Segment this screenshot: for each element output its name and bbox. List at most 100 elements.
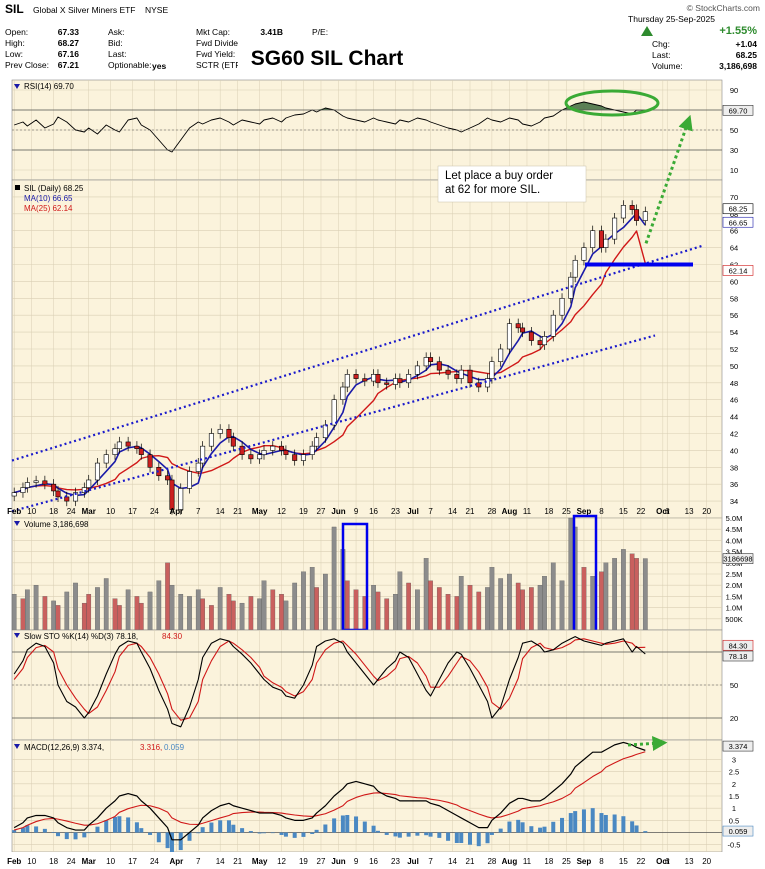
- candle: [147, 454, 153, 468]
- legend-icon: [14, 633, 20, 638]
- macd-histogram-bar: [56, 832, 61, 837]
- volume-bar: [515, 582, 521, 631]
- y-tick-label: 36: [730, 480, 738, 489]
- y-tick-label: 30: [730, 146, 738, 155]
- y-tick-label: 3.5M: [726, 548, 743, 557]
- candle: [620, 205, 626, 219]
- macd-signal-line: [14, 751, 646, 831]
- candle: [445, 369, 451, 375]
- legend-icon: [14, 521, 20, 526]
- macd-histogram-bar: [424, 832, 429, 836]
- candle: [423, 357, 429, 367]
- credit: © StockCharts.com: [687, 3, 760, 13]
- y-tick-label: 42: [730, 430, 738, 439]
- x-tick-label: Sep: [577, 507, 592, 516]
- volume-bar: [86, 594, 92, 631]
- volume-bar: [542, 576, 547, 631]
- x-axis: Feb 10 18 24 Mar 10 17 24 Apr 7 14 21 May 12 19 27 Jun 9 1…: [0, 852, 765, 869]
- macd-histogram-bar: [73, 832, 78, 840]
- macd-histogram-bar: [590, 808, 595, 833]
- candle: [103, 454, 109, 464]
- macd-panel: 3 2.5 2 1.5 1 0.5 -0.5 MACD(12,26,9) 3.374, 3.31…: [11, 735, 754, 855]
- macd-histogram-bar: [507, 821, 512, 833]
- y-tick-label: 50: [730, 362, 738, 371]
- volume-bar: [550, 562, 556, 631]
- candle: [116, 441, 122, 450]
- volume-bar: [642, 558, 648, 631]
- volume-bar: [270, 589, 276, 631]
- candle: [568, 276, 574, 299]
- x-tick-label: 18: [49, 507, 58, 516]
- candle: [340, 386, 346, 400]
- y-tick-label: 2.5M: [726, 570, 743, 579]
- volume-bar: [485, 587, 490, 631]
- rsi-last-label: 69.70: [729, 106, 748, 115]
- stat-label: P/E:: [312, 27, 328, 37]
- y-tick-label: 66: [730, 227, 738, 236]
- macd-histogram-bar: [117, 816, 122, 833]
- candle: [392, 378, 398, 385]
- volume-bar: [590, 576, 596, 631]
- candle: [51, 483, 57, 492]
- stat-label: Low:: [5, 49, 23, 59]
- volume-bar: [33, 585, 39, 631]
- x-tick-label: Oct: [656, 857, 670, 866]
- macd-histogram-bar: [476, 832, 481, 847]
- volume-bar: [283, 600, 289, 631]
- y-tick-label: 0.5: [729, 816, 739, 825]
- y-tick-label: 2.5: [729, 768, 739, 777]
- x-tick-label: 25: [562, 507, 571, 516]
- x-tick-label: 9: [354, 857, 359, 866]
- candle: [353, 374, 359, 379]
- x-tick-label: 7: [196, 507, 201, 516]
- candle: [33, 480, 39, 483]
- volume-bar: [117, 605, 122, 631]
- macd-histogram-bar: [248, 831, 253, 833]
- y-tick-label: 1.0M: [726, 604, 743, 613]
- ma10-line: [13, 212, 646, 497]
- x-tick-label: 18: [544, 507, 553, 516]
- y-tick-label: 70: [730, 193, 738, 202]
- x-tick-label: 21: [466, 507, 475, 516]
- y-tick-label: 62: [730, 261, 738, 270]
- candle: [195, 462, 201, 472]
- x-tick-label: 25: [562, 857, 571, 866]
- y-tick-label: 1: [732, 804, 736, 813]
- candle: [612, 217, 618, 240]
- volume-label: Volume:: [652, 61, 683, 71]
- macd-histogram-bar: [139, 828, 144, 833]
- macd-histogram-bar: [375, 830, 380, 833]
- candle: [322, 424, 328, 439]
- candle: [498, 348, 504, 362]
- macd-histogram-bar: [231, 824, 236, 833]
- ticker-symbol: SIL: [5, 2, 24, 16]
- macd-histogram-bar: [148, 832, 153, 835]
- legend-icon: [15, 185, 20, 190]
- y-tick-label: 1.5: [729, 792, 739, 801]
- macd-histogram-bar: [538, 827, 543, 833]
- x-tick-label: Apr: [169, 507, 183, 516]
- x-tick-label: 8: [599, 507, 604, 516]
- volume-bar: [209, 605, 214, 631]
- candle: [257, 454, 263, 460]
- legend-icon: [14, 744, 20, 749]
- macd-histogram: [12, 808, 648, 855]
- x-tick-label: 10: [27, 857, 36, 866]
- y-tick-label: 4.0M: [726, 536, 743, 545]
- macd-histogram-bar: [428, 832, 433, 837]
- x-tick-label: 14: [216, 857, 225, 866]
- volume-bar: [195, 589, 201, 631]
- volume-value: 3,186,698: [719, 61, 757, 71]
- macd-histogram-bar: [240, 828, 245, 833]
- volume-last-label-tag: [722, 553, 754, 564]
- macd-histogram-bar: [196, 832, 201, 834]
- x-tick-label: 12: [277, 507, 286, 516]
- macd-histogram-bar: [42, 828, 47, 833]
- macd-histogram-bar: [529, 826, 534, 833]
- volume-bar: [476, 591, 482, 631]
- macd-histogram-bar: [354, 816, 359, 833]
- x-tick-label: Aug: [502, 507, 518, 516]
- macd-histogram-bar: [95, 826, 100, 833]
- macd-histogram-bar: [371, 825, 376, 833]
- macd-histogram-bar: [262, 832, 267, 834]
